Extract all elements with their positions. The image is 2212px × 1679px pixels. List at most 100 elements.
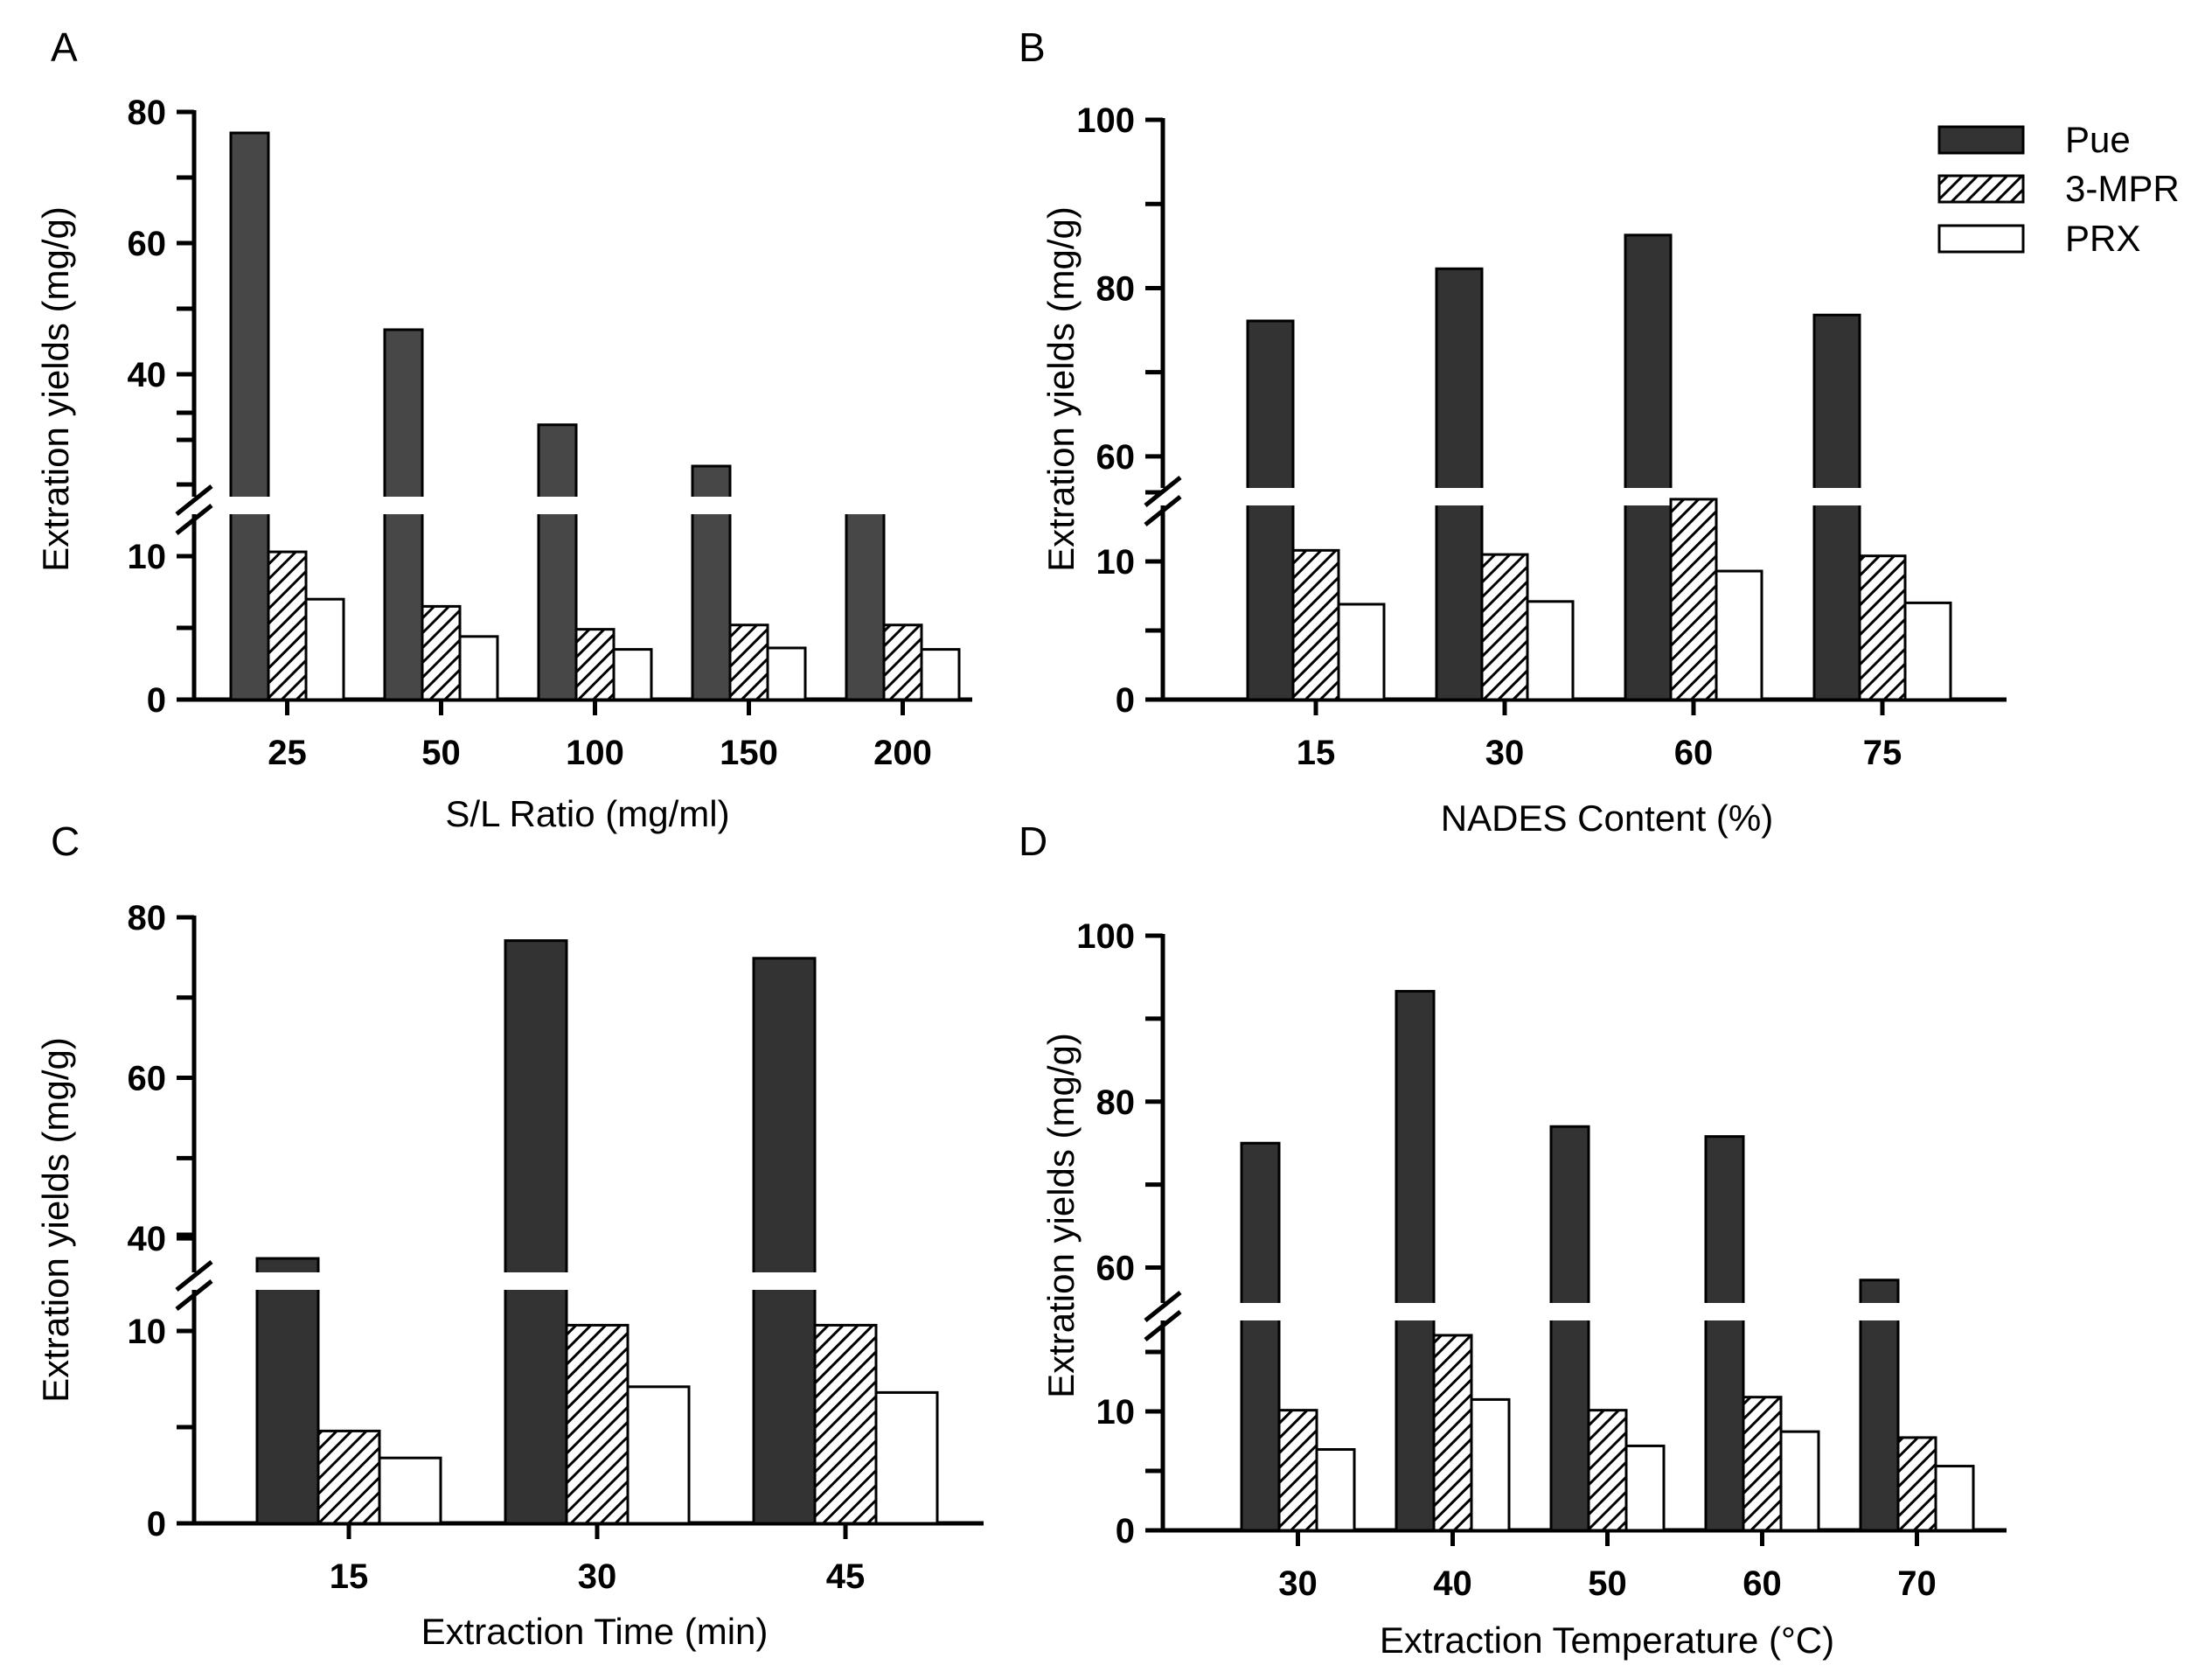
panel-b-bar-pue [1246, 319, 1295, 701]
panel-c-letter: C [51, 819, 80, 864]
legend-swatch-3-mpr [1937, 174, 2025, 204]
panel-d-bar-break-gap [1394, 1303, 1436, 1320]
legend-swatch-prx [1937, 224, 2025, 254]
panel-c-y-tick-label: 0 [147, 1505, 166, 1543]
panel-a-bar-3-mpr [882, 624, 923, 701]
panel-d-bar-break-gap [1703, 1303, 1746, 1320]
panel-a-bar-3-mpr [728, 624, 769, 701]
panel-d-y-tick-label: 10 [1096, 1393, 1136, 1432]
panel-b-bar-prx [1337, 603, 1386, 701]
panel-d-y-tick-label: 80 [1096, 1083, 1136, 1122]
panel-a-bar-prx [920, 648, 961, 701]
panel-a-bar-pue [845, 503, 886, 701]
panel-d-x-tick-label: 30 [1278, 1564, 1318, 1603]
panel-c-axis-break-mark [175, 1260, 213, 1292]
panel-c-bar-prx [378, 1456, 442, 1525]
panel-b-x-tick-label: 30 [1485, 734, 1525, 772]
panel-b-bar-break-gap [1812, 488, 1862, 505]
panel-a-bar-prx [612, 648, 653, 701]
panel-d-bar-pue [1240, 1141, 1281, 1532]
panel-a-y-tick-label: 0 [147, 681, 166, 720]
panel-c-y-axis-title: Extration yields (mg/g) [35, 1037, 76, 1403]
panel-b-bar-break-gap [1245, 488, 1296, 505]
panel-a-y-tick-label: 80 [128, 94, 167, 132]
panel-a-y-tick-label: 10 [128, 538, 167, 576]
panel-b-x-axis-title: NADES Content (%) [1441, 798, 1773, 839]
panel-a-x-tick-label: 25 [268, 734, 307, 772]
panel-c-bar-3-mpr [813, 1323, 878, 1525]
panel-a-bar-3-mpr [574, 628, 616, 701]
panel-a-bar-break-gap [690, 497, 733, 514]
panel-a-axis-break-mark [175, 504, 213, 535]
panel-b-y-axis-title: Extration yields (mg/g) [1040, 206, 1082, 572]
legend-label-prx: PRX [2065, 218, 2140, 259]
panel-a-bar-break-gap [844, 497, 887, 514]
panel-a-y-axis-title: Extration yields (mg/g) [35, 206, 76, 572]
panel-b-x-tick-label: 60 [1674, 734, 1714, 772]
panel-c-bar-pue [504, 939, 568, 1525]
panel-c-x-tick-label: 45 [826, 1557, 866, 1596]
panel-c-y-tick-label: 60 [128, 1060, 167, 1098]
panel-c-bar-3-mpr [565, 1323, 630, 1525]
panel-b-y-tick-label: 0 [1116, 681, 1135, 720]
panel-d-bar-pue [1395, 990, 1436, 1532]
panel-a-bar-prx [458, 635, 499, 701]
legend-label-pue: Pue [2065, 119, 2131, 160]
panel-b-y-tick-label: 80 [1096, 269, 1136, 308]
panel-b-bar-pue [1435, 267, 1484, 701]
panel-d-y-tick-label: 100 [1076, 917, 1135, 956]
panel-d-bar-3-mpr [1432, 1334, 1473, 1532]
panel-d-x-tick-label: 50 [1588, 1564, 1627, 1603]
panel-a: A Extration yields (mg/g) S/L Ratio (mg/… [35, 24, 972, 834]
panel-c-axis-break-mark [175, 1279, 213, 1311]
panel-c-bar-pue [752, 957, 817, 1525]
panel-b-axis-break-mark [1144, 495, 1182, 526]
legend: Pue 3-MPR PRX [1937, 119, 2180, 259]
panel-c-bar-break-gap [751, 1272, 817, 1290]
panel-d-letter: D [1019, 819, 1047, 864]
panel-b-bar-3-mpr [1669, 498, 1718, 701]
panel-d-axis-break-mark [1144, 1310, 1182, 1341]
panel-c-bar-pue [255, 1257, 320, 1525]
panel-d-bar-3-mpr [1742, 1396, 1783, 1532]
panel-d: D Extration yields (mg/g) Extraction Tem… [1019, 819, 2007, 1661]
panel-b-bar-3-mpr [1480, 553, 1529, 701]
panel-a-bar-break-gap [228, 497, 271, 514]
panel-a-bar-pue [383, 328, 424, 701]
panel-b-bar-3-mpr [1858, 554, 1907, 701]
panel-a-x-tick-label: 150 [720, 734, 778, 772]
panel-a-y-tick-label: 40 [128, 356, 167, 394]
panel-d-y-tick-label: 0 [1116, 1512, 1135, 1550]
panel-b: B Extration yields (mg/g) NADES Content … [1019, 24, 2007, 839]
panel-d-bar-break-gap [1239, 1303, 1282, 1320]
panel-d-x-tick-label: 60 [1742, 1564, 1782, 1603]
panel-b-y-tick-label: 60 [1096, 438, 1136, 477]
panel-a-bar-pue [537, 423, 578, 701]
panel-b-bar-pue [1624, 233, 1673, 701]
panel-d-bar-3-mpr [1277, 1409, 1318, 1532]
panel-d-bar-break-gap [1548, 1303, 1591, 1320]
panel-a-y-tick-label: 60 [128, 225, 167, 263]
panel-a-x-axis-title: S/L Ratio (mg/ml) [445, 793, 729, 834]
panel-a-x-tick-label: 50 [421, 734, 461, 772]
panel-d-bar-prx [1315, 1448, 1356, 1532]
legend-swatch-pue [1937, 125, 2025, 155]
panel-b-bar-prx [1526, 600, 1575, 701]
panel-b-bar-prx [1903, 601, 1952, 701]
panel-d-axis-break-mark [1144, 1291, 1182, 1322]
panel-c-y-tick-label: 80 [128, 899, 167, 937]
panel-d-bar-pue [1704, 1135, 1745, 1532]
panel-d-bar-3-mpr [1587, 1409, 1628, 1532]
legend-label-3-mpr: 3-MPR [2065, 168, 2180, 209]
panel-a-bar-3-mpr [421, 604, 462, 701]
panel-c: C Extration yields (mg/g) Extraction Tim… [35, 819, 984, 1652]
panel-a-bar-break-gap [382, 497, 425, 514]
panel-c-bar-break-gap [503, 1272, 569, 1290]
panel-b-bar-prx [1715, 569, 1763, 701]
panel-d-x-tick-label: 40 [1433, 1564, 1472, 1603]
panel-b-y-tick-label: 100 [1076, 101, 1135, 140]
panel-c-bar-3-mpr [316, 1429, 381, 1525]
panel-b-x-tick-label: 15 [1297, 734, 1336, 772]
panel-a-axis-break-mark [175, 484, 213, 516]
